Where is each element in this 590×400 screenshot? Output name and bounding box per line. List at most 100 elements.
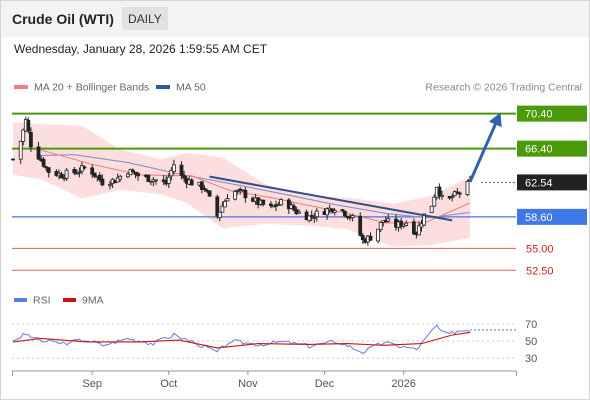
rsi-panel: 70 50 30	[12, 319, 537, 365]
candle-body	[261, 199, 266, 205]
period-button[interactable]: DAILY	[122, 7, 168, 30]
ma50-legend-swatch	[156, 85, 170, 89]
candle-body	[11, 158, 15, 161]
candle-body	[378, 222, 383, 230]
resistance-label: 66.40	[525, 144, 553, 156]
candle-body	[225, 198, 230, 202]
rsi-line	[12, 324, 471, 355]
ma50-legend-label: MA 50	[176, 82, 206, 94]
candle-body	[360, 235, 365, 240]
candle-body	[46, 167, 51, 173]
price-legend: MA 20 + Bollinger Bands MA 50 Research ©…	[14, 82, 582, 94]
rsi-legend: RSI 9MA	[14, 295, 104, 307]
candle-body	[233, 190, 238, 200]
candle-body	[243, 189, 248, 199]
candle-body	[100, 178, 105, 186]
candle-body	[215, 196, 220, 217]
candle-body	[26, 119, 31, 132]
x-tick-label: Oct	[160, 378, 177, 390]
candle-body	[455, 191, 460, 194]
rsi-tick-label: 50	[525, 336, 537, 348]
resistance-label-box	[517, 140, 587, 157]
candle-body	[179, 164, 184, 176]
candle-body	[386, 218, 391, 222]
candle-body	[325, 208, 330, 216]
candle-body	[64, 169, 69, 179]
candle-body	[136, 173, 141, 177]
rsi-ma-line	[12, 331, 471, 349]
ma50-line	[35, 154, 471, 219]
candle-body	[108, 184, 112, 187]
current-price-label: 62.54	[525, 177, 553, 189]
trendline	[209, 175, 453, 222]
candle-body	[332, 210, 337, 213]
candle-body	[440, 194, 444, 197]
candle-body	[118, 175, 123, 180]
candle-body	[422, 213, 427, 226]
candle-body	[340, 209, 345, 212]
candle-body	[465, 180, 470, 195]
candle-body	[202, 187, 207, 190]
candle-body	[41, 158, 46, 167]
x-tick-label: Dec	[315, 378, 335, 390]
candle-body	[18, 140, 23, 160]
candle-body	[220, 205, 225, 213]
candle-body	[169, 169, 174, 177]
resistance-label: 70.40	[525, 109, 553, 121]
x-tick-label: Sep	[82, 378, 102, 390]
rsi-tick-label: 30	[525, 353, 537, 365]
candle-body	[291, 205, 296, 211]
candle-body	[131, 170, 135, 173]
candle-body	[358, 215, 363, 236]
candle-body	[411, 221, 416, 235]
instrument-title: Crude Oil (WTI)	[12, 11, 114, 27]
candle-body	[235, 189, 240, 192]
candle-body	[368, 235, 373, 241]
candle-body	[92, 172, 97, 177]
pivot-label: 58.60	[525, 212, 553, 224]
candle-body	[222, 201, 227, 208]
candle-body	[217, 211, 222, 218]
rsi-legend-swatch	[14, 298, 27, 302]
candle-body	[452, 191, 457, 197]
candle-body	[189, 179, 194, 186]
support-label: 52.50	[526, 265, 554, 277]
candle-body	[307, 215, 312, 222]
candle-body	[437, 186, 442, 197]
candle-body	[77, 171, 82, 174]
rsi-tick-label: 70	[525, 319, 537, 331]
candle-body	[21, 129, 26, 142]
candle-body	[268, 203, 273, 206]
candlesticks	[11, 116, 472, 246]
candle-body	[404, 222, 409, 226]
candle-body	[82, 166, 87, 169]
rsi-ma-legend-swatch	[63, 298, 76, 302]
candle-body	[457, 192, 462, 195]
candle-body	[297, 211, 301, 214]
projection-arrow-head	[488, 112, 502, 128]
candle-body	[59, 173, 64, 179]
candle-body	[207, 190, 212, 197]
candle-body	[115, 177, 120, 183]
candle-body	[286, 199, 291, 210]
candle-body	[432, 196, 437, 207]
candle-body	[342, 210, 347, 217]
timestamp: Wednesday, January 28, 2026 1:59:55 AM C…	[14, 42, 268, 56]
resistance-label-box	[517, 105, 587, 122]
candle-body	[36, 146, 41, 160]
candle-body	[74, 172, 79, 175]
candle-body	[309, 215, 314, 217]
time-axis: Sep Oct Nov Dec 2026	[12, 370, 517, 390]
ma20-legend-swatch	[14, 85, 28, 89]
candle-body	[171, 164, 176, 172]
price-levels	[12, 112, 516, 271]
candle-body	[314, 210, 319, 218]
current-price-label-box	[517, 174, 587, 191]
support-label: 55.00	[526, 243, 554, 255]
pivot-label-box	[517, 208, 587, 225]
annotations	[209, 112, 502, 222]
projection-arrow-line	[468, 117, 500, 183]
candle-body	[166, 176, 171, 184]
rsi-ma-legend-label: 9MA	[82, 295, 104, 307]
